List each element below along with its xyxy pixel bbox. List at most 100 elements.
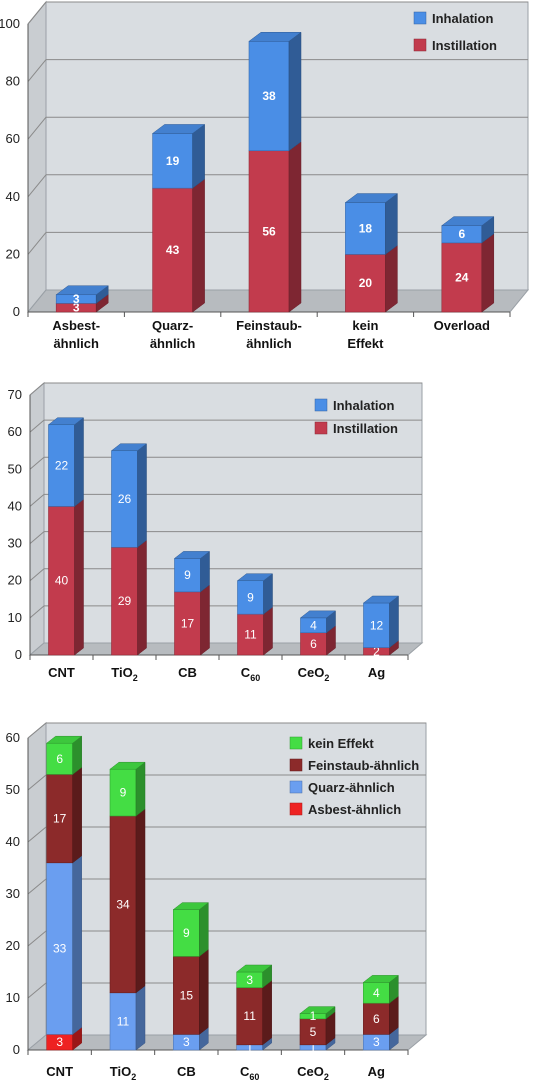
gridline-side	[29, 568, 45, 582]
gridline-side	[27, 59, 47, 82]
svg-text:kein Effekt: kein Effekt	[308, 736, 374, 751]
bar-segment	[235, 964, 273, 989]
bar-segment	[441, 233, 495, 313]
bar-segment	[300, 625, 336, 656]
x-tick-label: Overload	[434, 318, 490, 333]
data-label: 3	[73, 292, 80, 306]
gridline-side	[29, 456, 45, 470]
data-label: 18	[359, 221, 373, 235]
y-tick-label: 20	[6, 246, 20, 261]
bar-segment	[173, 550, 211, 593]
svg-text:Inhalation: Inhalation	[432, 11, 493, 26]
data-label: 40	[55, 574, 69, 588]
y-tick-label: 80	[6, 74, 20, 89]
chart-side-wall	[27, 0, 47, 314]
bar-segment	[152, 178, 205, 313]
svg-text:Feinstaub-ähnlich: Feinstaub-ähnlich	[308, 758, 419, 773]
bar-segment	[173, 1026, 209, 1051]
bar-segment	[55, 285, 109, 304]
data-label: 6	[373, 1012, 380, 1026]
y-tick-label: 60	[6, 730, 20, 745]
data-label: 2	[373, 644, 380, 658]
y-tick-label: 60	[8, 424, 22, 439]
bar-segment	[299, 1006, 336, 1020]
data-label: 9	[247, 590, 254, 604]
gridline-side	[27, 722, 47, 739]
y-tick-label: 100	[0, 16, 20, 31]
x-tick-label: Asbest-ähnlich	[52, 318, 100, 351]
data-label: 33	[53, 942, 67, 956]
data-label: 9	[184, 568, 191, 582]
legend-item: kein Effekt	[289, 736, 374, 751]
bar-segment	[299, 1011, 336, 1046]
legend-item: Asbest-ähnlich	[289, 802, 401, 817]
gridline-side	[29, 605, 45, 619]
data-label: 11	[244, 628, 257, 642]
chart-side-wall	[29, 381, 45, 657]
svg-text:Inhalation: Inhalation	[333, 398, 394, 413]
bar-segment	[174, 584, 210, 656]
data-label: 43	[166, 243, 180, 257]
data-label: 11	[243, 1009, 256, 1023]
y-tick-label: 70	[8, 387, 22, 402]
gridline-side	[29, 382, 45, 396]
data-label: 17	[53, 812, 67, 826]
svg-text:Instillation: Instillation	[333, 421, 398, 436]
bar-segment	[46, 855, 82, 1035]
bar-segment	[237, 606, 273, 656]
data-label: 1	[310, 1040, 317, 1054]
x-tick-label: CeO2	[298, 665, 330, 683]
gridline-side	[27, 1, 47, 25]
svg-text:Quarz-ähnlich: Quarz-ähnlich	[308, 780, 395, 795]
bar-segment	[110, 443, 148, 548]
chart-materials-by-method: 0 10 20 30 40 50 60 70 40 22 29 26 17 9 11 9 6 4 2 12 CNT TiO…	[8, 381, 424, 683]
data-label: 20	[359, 276, 373, 290]
bar-segment	[46, 1026, 82, 1051]
bar-segment	[248, 31, 302, 152]
data-label: 26	[118, 492, 132, 506]
data-label: 9	[183, 926, 190, 940]
x-tick-label: Ag	[368, 665, 385, 680]
y-tick-label: 0	[13, 1042, 20, 1057]
y-tick-label: 50	[6, 782, 20, 797]
gridline-side	[29, 531, 45, 544]
x-tick-label: C60	[241, 665, 260, 683]
data-label: 3	[183, 1035, 190, 1049]
data-label: 1	[246, 1040, 253, 1054]
data-label: 29	[118, 594, 132, 608]
y-tick-label: 30	[6, 886, 20, 901]
bar-segment	[363, 995, 399, 1035]
gridline-side	[27, 982, 47, 999]
gridline-side	[27, 826, 47, 843]
legend-item: Inhalation	[314, 398, 394, 413]
data-label: 24	[455, 270, 469, 284]
bar-segment	[441, 216, 495, 244]
chart-toxicity-by-effect: 0 20 40 60 80 100 33 43 19 56 38 20 18 24 6 Asbest-ähnl…	[0, 0, 530, 351]
y-tick-label: 30	[8, 536, 22, 551]
y-tick-label: 10	[6, 990, 20, 1005]
x-tick-label: CB	[178, 665, 197, 680]
chart-back-wall	[43, 382, 423, 644]
data-label: 3	[56, 1035, 63, 1049]
y-tick-label: 20	[6, 938, 20, 953]
bar-segment	[362, 595, 400, 649]
data-label: 34	[116, 897, 130, 911]
data-label: 3	[73, 301, 80, 315]
bar-segment	[47, 417, 85, 507]
data-label: 3	[373, 1035, 380, 1049]
gridline-side	[27, 116, 47, 140]
x-tick-label: Ag	[368, 1064, 385, 1079]
data-label: 4	[310, 618, 317, 632]
data-label: 5	[310, 1025, 317, 1039]
x-tick-label: TiO2	[111, 665, 137, 683]
x-tick-label: C60	[240, 1064, 259, 1080]
bar-segment	[111, 539, 147, 656]
gridline-side	[27, 930, 47, 947]
bar-segment	[345, 244, 398, 313]
bar-segment	[109, 985, 146, 1051]
legend-item: Feinstaub-ähnlich	[289, 758, 419, 773]
y-tick-label: 40	[6, 834, 20, 849]
y-tick-label: 50	[8, 461, 22, 476]
legend-item: Inhalation	[413, 11, 493, 26]
y-tick-label: 40	[6, 189, 20, 204]
